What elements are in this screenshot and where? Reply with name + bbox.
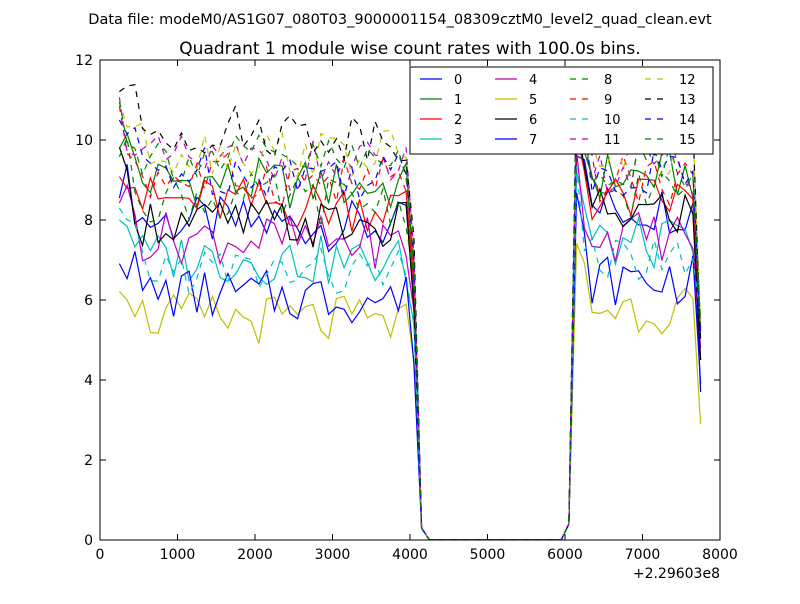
y-tick-label: 8: [84, 213, 93, 229]
series-line-6: [118, 123, 702, 540]
legend-label-10: 10: [604, 113, 621, 128]
chart-title: Quadrant 1 module wise count rates with …: [179, 39, 640, 59]
x-tick-label: 7000: [625, 547, 661, 563]
x-offset-label: +2.29603e8: [633, 566, 720, 582]
legend-label-0: 0: [454, 73, 462, 88]
y-tick-label: 6: [84, 293, 93, 309]
series-line-5: [118, 243, 702, 540]
x-tick-label: 3000: [315, 547, 351, 563]
x-tick-label: 6000: [547, 547, 583, 563]
data-file-label: Data file: modeM0/AS1G07_080T03_90000011…: [88, 12, 712, 28]
x-tick-label: 4000: [392, 547, 428, 563]
legend-label-15: 15: [679, 133, 696, 148]
series-line-4: [118, 150, 702, 540]
y-tick-label: 4: [84, 373, 93, 389]
legend-label-9: 9: [604, 93, 612, 108]
y-tick-label: 0: [84, 533, 93, 549]
series-line-12: [118, 97, 702, 540]
x-tick-label: 0: [96, 547, 105, 563]
series-line-8: [118, 99, 702, 540]
y-tick-label: 10: [75, 133, 93, 149]
series-line-2: [118, 133, 702, 540]
legend-label-12: 12: [679, 73, 696, 88]
legend-label-14: 14: [679, 113, 696, 128]
series-line-1: [118, 104, 702, 540]
legend-label-8: 8: [604, 73, 612, 88]
legend-label-4: 4: [529, 73, 537, 88]
x-tick-label: 8000: [702, 547, 738, 563]
legend-label-13: 13: [679, 93, 696, 108]
series-line-9: [118, 106, 702, 540]
legend-label-5: 5: [529, 93, 537, 108]
y-tick-label: 2: [84, 453, 93, 469]
legend-label-1: 1: [454, 93, 462, 108]
x-tick-label: 2000: [237, 547, 273, 563]
legend-label-2: 2: [454, 113, 462, 128]
legend-label-7: 7: [529, 133, 537, 148]
legend-label-11: 11: [604, 133, 621, 148]
series-line-7: [118, 192, 702, 540]
x-tick-label: 1000: [160, 547, 196, 563]
legend-label-3: 3: [454, 133, 462, 148]
x-tick-label: 5000: [470, 547, 506, 563]
series-line-3: [119, 171, 702, 540]
series-line-10: [118, 166, 702, 540]
series-line-15: [118, 78, 702, 540]
y-tick-label: 12: [75, 53, 93, 69]
legend-label-6: 6: [529, 113, 537, 128]
